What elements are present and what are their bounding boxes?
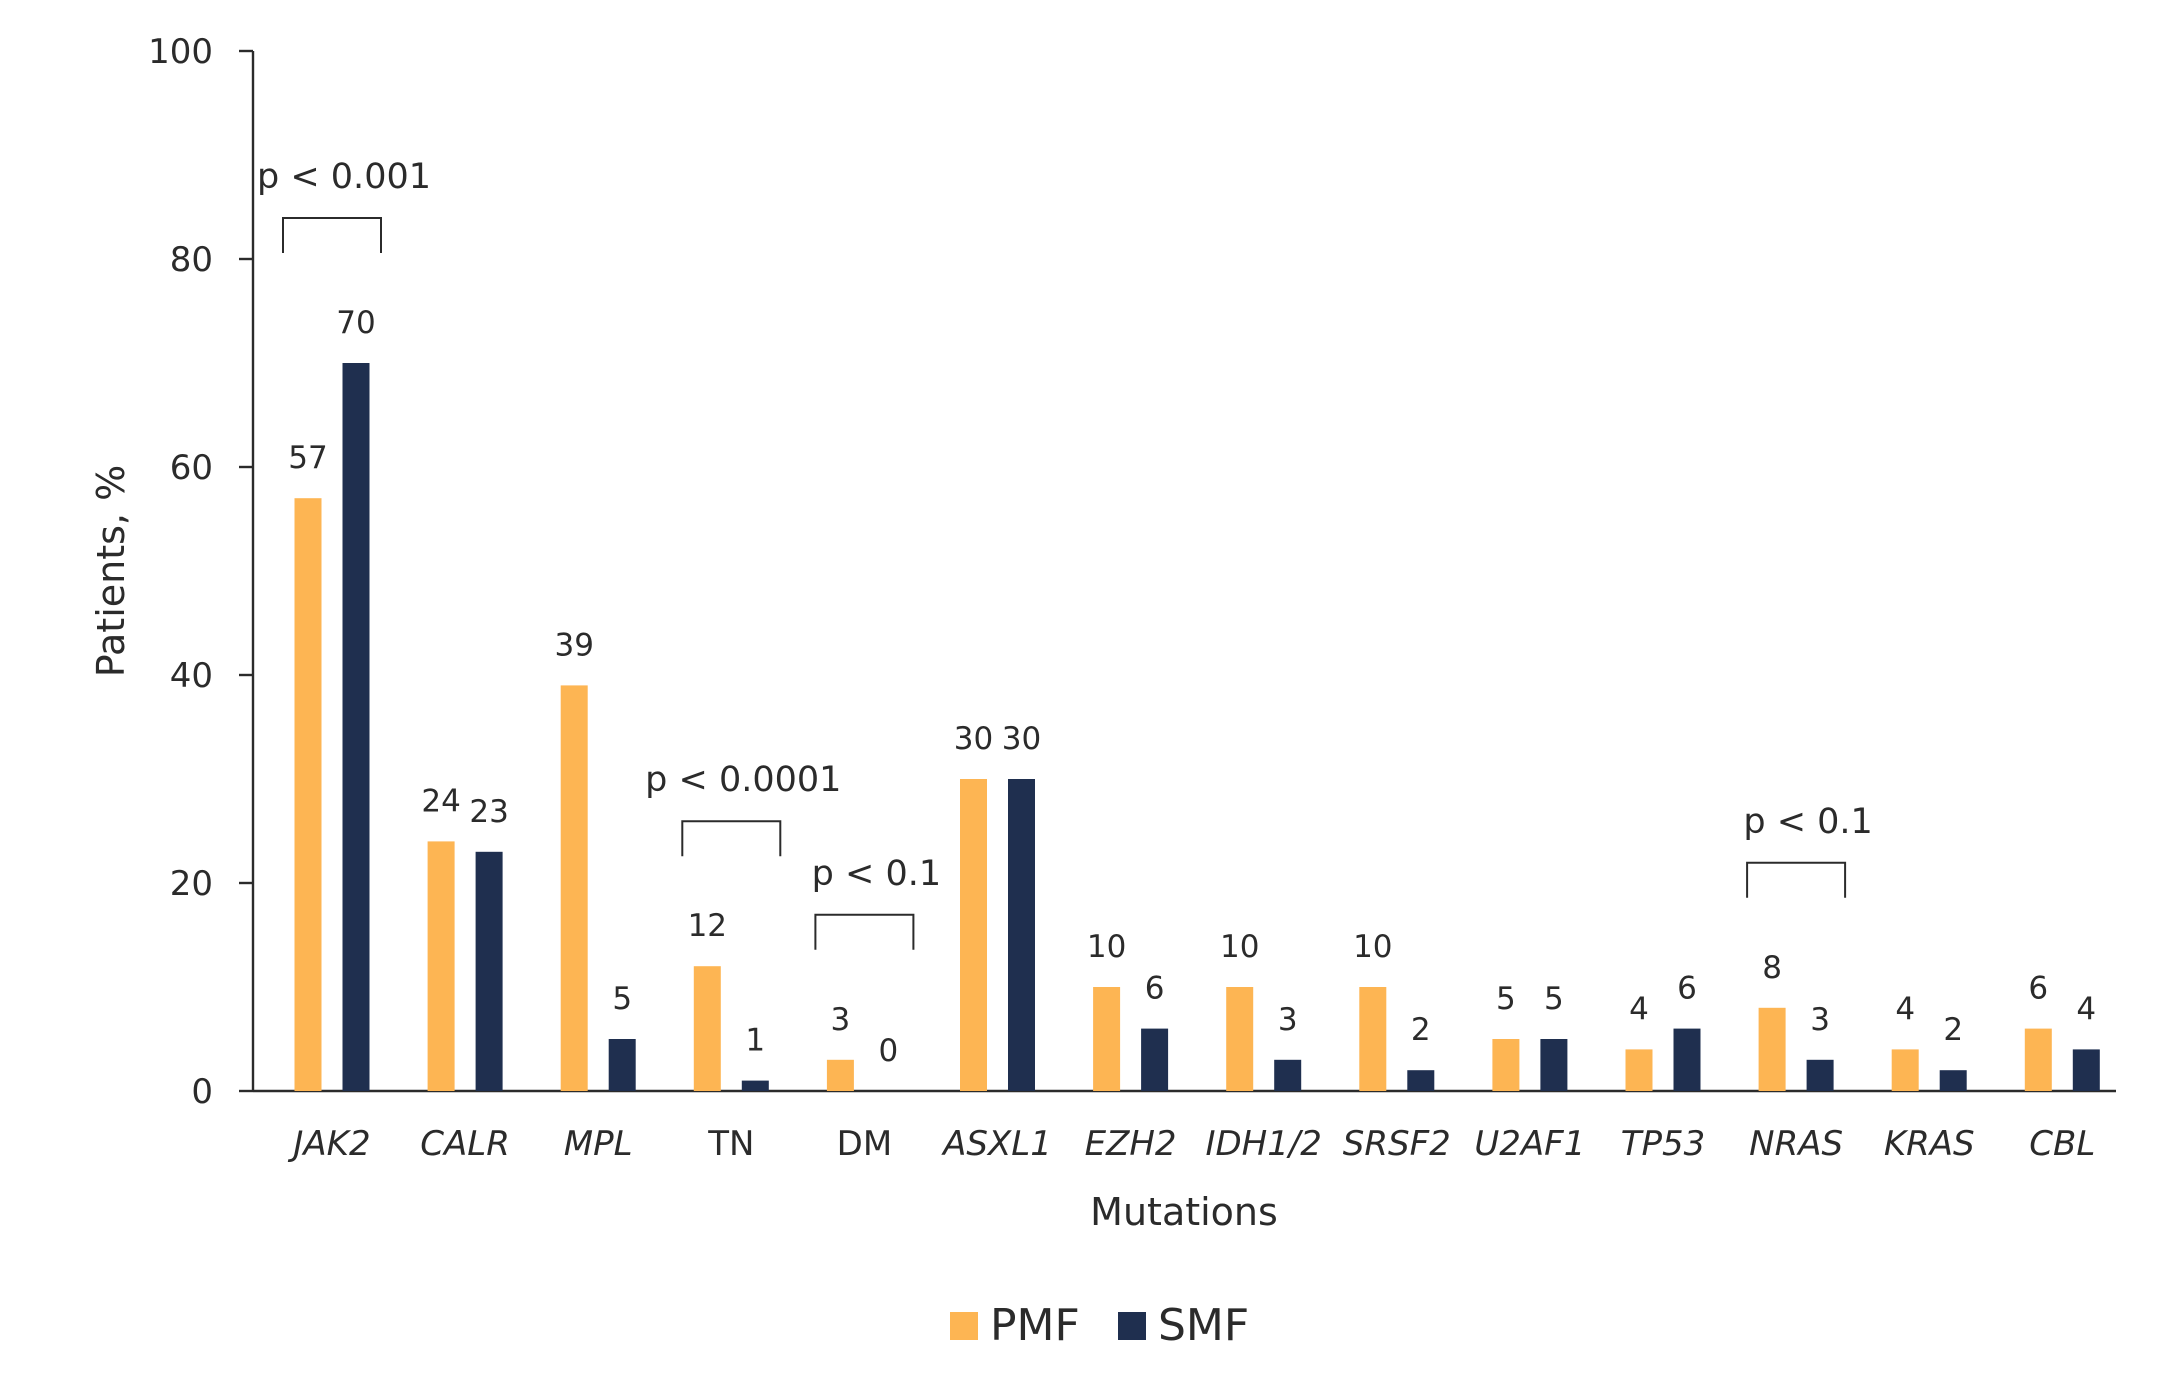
data-label: 3 (1278, 1002, 1298, 1038)
bar-pmf (1093, 987, 1121, 1091)
data-label: 5 (1496, 981, 1516, 1017)
data-label: 4 (1629, 991, 1649, 1027)
bar-smf (741, 1080, 769, 1091)
data-label: 10 (1220, 929, 1259, 965)
bar-smf (1540, 1039, 1568, 1091)
x-tick-label: TP53 (1621, 1124, 1706, 1164)
data-label: 10 (1087, 929, 1126, 965)
bar-smf (1673, 1028, 1701, 1091)
data-label: 24 (421, 783, 460, 819)
data-label: 0 (879, 1033, 899, 1069)
significance-bracket (681, 820, 782, 857)
bar-pmf (960, 779, 987, 1091)
x-tick-label: U2AF1 (1474, 1124, 1585, 1164)
x-tick-label: ASXL1 (941, 1124, 1052, 1164)
x-tick-label: KRAS (1884, 1124, 1975, 1164)
x-tick-label: NRAS (1749, 1124, 1843, 1164)
significance-label: p < 0.1 (812, 854, 941, 894)
bar-pmf (1492, 1039, 1520, 1091)
x-tick-label: CALR (420, 1124, 510, 1164)
y-tick-label: 60 (170, 448, 213, 488)
data-label: 3 (1810, 1002, 1830, 1038)
bar-pmf (427, 841, 455, 1091)
legend-swatch-smf (1118, 1312, 1146, 1340)
axes (251, 51, 2116, 1093)
data-label: 23 (469, 794, 508, 830)
significance-label: p < 0.001 (257, 157, 431, 197)
x-tick-labels: JAK2 CALR MPL TN DM ASXL1 EZH2 IDH1/2 SRSF2 U2AF1… (287, 1124, 2095, 1164)
bar-pmf (826, 1059, 854, 1091)
significance-label: p < 0.0001 (645, 760, 841, 800)
x-tick-label: CBL (2029, 1124, 2095, 1164)
legend-label-pmf: PMF (990, 1300, 1080, 1351)
x-tick-label: IDH1/2 (1205, 1124, 1322, 1164)
data-label: 2 (1411, 1012, 1431, 1048)
data-label: 6 (2028, 971, 2048, 1007)
bar-pmf (693, 966, 721, 1091)
y-tick-label: 0 (191, 1072, 213, 1112)
x-axis-title: Mutations (1090, 1190, 1278, 1234)
legend-swatch-pmf (950, 1312, 978, 1340)
data-label: 10 (1353, 929, 1392, 965)
x-tick-label: MPL (564, 1124, 633, 1164)
y-ticks: 0 20 40 60 80 100 (148, 32, 253, 1112)
bar-smf (608, 1039, 636, 1091)
bar-pmf (294, 498, 322, 1091)
y-tick-label: 40 (170, 656, 213, 696)
data-label: 6 (1677, 971, 1697, 1007)
bar-pmf (1226, 987, 1254, 1091)
data-label: 57 (288, 440, 327, 476)
bar-pmf (1891, 1049, 1919, 1091)
data-label: 30 (1002, 721, 1041, 757)
data-label: 1 (745, 1023, 765, 1059)
y-tick-label: 20 (170, 864, 213, 904)
x-tick-label: TN (707, 1124, 754, 1164)
data-label: 39 (554, 627, 593, 663)
data-label: 4 (2076, 991, 2096, 1027)
data-label: 30 (954, 721, 993, 757)
bar-pmf (2024, 1028, 2052, 1091)
significance-label: p < 0.1 (1743, 802, 1872, 842)
bar-smf (2072, 1049, 2100, 1091)
data-label: 8 (1762, 950, 1782, 986)
data-label: 6 (1145, 971, 1165, 1007)
y-tick-label: 80 (170, 240, 213, 280)
significance-bracket (814, 913, 915, 950)
bar-smf (1806, 1059, 1834, 1091)
bar-smf (475, 851, 503, 1091)
significance-bracket (1746, 861, 1847, 898)
data-label: 3 (831, 1002, 851, 1038)
bar-pmf (1625, 1049, 1653, 1091)
y-tick-label: 100 (148, 32, 213, 72)
x-tick-label: EZH2 (1085, 1124, 1177, 1164)
y-axis-title: Patients, % (89, 465, 133, 677)
legend-label-smf: SMF (1158, 1300, 1249, 1351)
data-label: 12 (688, 908, 727, 944)
bar-smf (1939, 1070, 1967, 1091)
bars (294, 363, 2100, 1091)
bar-pmf (1758, 1007, 1786, 1091)
significance-annotations: p < 0.001 p < 0.0001 p < 0.1 p < 0.1 (257, 157, 1873, 950)
significance-bracket (282, 217, 382, 253)
data-label: 2 (1943, 1012, 1963, 1048)
data-label: 70 (336, 305, 375, 341)
bar-pmf (560, 685, 588, 1091)
x-tick-label: JAK2 (287, 1124, 370, 1164)
bar-smf (1274, 1059, 1302, 1091)
data-label: 4 (1895, 991, 1915, 1027)
data-label: 5 (1544, 981, 1564, 1017)
bar-pmf (1359, 987, 1387, 1091)
legend: PMF SMF (950, 1300, 1249, 1351)
bar-smf (1407, 1070, 1435, 1091)
bar-smf (342, 363, 370, 1091)
bar-smf (1141, 1028, 1169, 1091)
data-label: 5 (612, 981, 632, 1017)
x-tick-label: DM (837, 1124, 893, 1164)
x-tick-label: SRSF2 (1343, 1124, 1451, 1164)
bar-smf (1008, 779, 1035, 1091)
